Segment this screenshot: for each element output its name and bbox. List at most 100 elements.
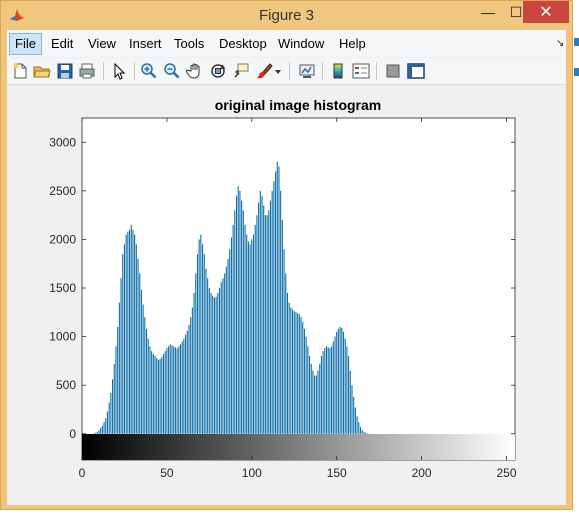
histogram-bar: [349, 370, 351, 434]
plot-axes[interactable]: [81, 117, 516, 461]
menu-help[interactable]: Help: [339, 36, 366, 51]
title-bar[interactable]: Figure 3 — ☐ ✕: [1, 1, 572, 30]
histogram-bar: [325, 346, 328, 434]
histogram-bar: [239, 190, 241, 434]
menu-tools[interactable]: Tools: [174, 36, 205, 51]
histogram-bar: [125, 234, 127, 434]
histogram-bar: [234, 210, 236, 434]
histogram-bar: [120, 278, 122, 434]
histogram-bar: [181, 341, 183, 434]
histogram-bar: [115, 346, 117, 434]
histogram-bar: [95, 432, 97, 434]
histogram-bar: [285, 273, 287, 434]
histogram-bar: [210, 292, 212, 434]
histogram-bar: [202, 244, 204, 434]
histogram-bar: [354, 407, 356, 434]
histogram-bar: [132, 229, 134, 434]
histogram-bar: [207, 278, 209, 434]
open-file-icon[interactable]: [32, 61, 52, 81]
histogram-bars: [93, 161, 368, 434]
histogram-plot[interactable]: original image histogram 050010001500200…: [7, 86, 566, 505]
insert-legend-icon[interactable]: [351, 61, 371, 81]
histogram-bar: [329, 348, 331, 434]
histogram-bar: [359, 426, 362, 434]
menu-file[interactable]: File: [9, 33, 42, 55]
histogram-bar: [123, 244, 125, 434]
histogram-bar: [164, 351, 166, 434]
histogram-bar: [171, 345, 173, 434]
histogram-bar: [229, 249, 231, 434]
x-tick-label: 0: [79, 466, 86, 480]
histogram-bar: [249, 244, 251, 434]
histogram-bar: [213, 297, 215, 434]
hide-plot-tools-icon[interactable]: [383, 61, 403, 81]
histogram-bar: [183, 338, 185, 434]
histogram-bar: [348, 356, 350, 434]
toolbar-separator: [376, 62, 377, 80]
histogram-bar: [275, 171, 277, 434]
histogram-bar: [331, 346, 333, 434]
zoom-in-icon[interactable]: [139, 61, 159, 81]
histogram-bar: [258, 202, 260, 434]
pan-hand-icon[interactable]: [185, 61, 205, 81]
y-tick-label: 1000: [49, 330, 76, 344]
histogram-bar: [205, 268, 207, 434]
menu-edit[interactable]: Edit: [51, 36, 74, 51]
histogram-bar: [100, 427, 102, 434]
histogram-bar: [198, 239, 200, 434]
histogram-bar: [195, 273, 197, 434]
histogram-bar: [266, 215, 268, 434]
maximize-button[interactable]: ☐: [509, 3, 523, 20]
histogram-bar: [351, 385, 353, 434]
minimize-button[interactable]: —: [481, 4, 495, 20]
close-button[interactable]: ✕: [523, 1, 569, 23]
toolbar-separator: [322, 62, 323, 80]
histogram-bar: [173, 346, 175, 434]
menu-insert[interactable]: Insert: [129, 36, 162, 51]
save-figure-icon[interactable]: [55, 61, 75, 81]
histogram-bar: [117, 326, 119, 434]
histogram-bar: [361, 429, 363, 434]
x-axis: 0 50 100 150 200 250: [79, 118, 517, 480]
histogram-bar: [365, 432, 367, 434]
zoom-out-icon[interactable]: [162, 61, 182, 81]
menu-window[interactable]: Window: [278, 36, 325, 51]
grayscale-colorbar: [82, 434, 515, 460]
insert-colorbar-icon[interactable]: [328, 61, 348, 81]
brush-dropdown-icon[interactable]: [273, 61, 283, 81]
histogram-bar: [105, 418, 107, 434]
histogram-bar: [286, 292, 289, 434]
histogram-bar: [227, 258, 229, 434]
edit-plot-arrow-icon[interactable]: [109, 61, 129, 81]
histogram-bar: [251, 239, 253, 434]
histogram-bar: [288, 302, 290, 434]
histogram-bar: [162, 354, 165, 434]
data-cursor-icon[interactable]: [231, 61, 251, 81]
histogram-bar: [108, 402, 110, 434]
y-tick-label: 1500: [49, 281, 76, 295]
histogram-bar: [176, 348, 178, 434]
histogram-bar: [303, 328, 305, 434]
menu-dock-arrow-icon[interactable]: ↘: [556, 38, 565, 49]
show-plot-tools-icon[interactable]: [406, 61, 426, 81]
histogram-bar: [346, 346, 348, 434]
figure-canvas[interactable]: original image histogram 0 500 1000 1500 200…: [7, 86, 566, 505]
histogram-bar: [353, 396, 355, 434]
rotate-3d-icon[interactable]: [208, 61, 228, 81]
histogram-bar: [317, 370, 319, 434]
histogram-bar: [336, 331, 338, 434]
histogram-bar: [222, 278, 224, 434]
histogram-bar: [263, 205, 265, 434]
menu-desktop[interactable]: Desktop: [219, 36, 267, 51]
menu-view[interactable]: View: [88, 36, 116, 51]
print-figure-icon[interactable]: [77, 61, 97, 81]
histogram-bar: [145, 328, 148, 434]
histogram-bar: [190, 317, 192, 434]
y-axis: 0 500 1000 1500 2000 2500 3000: [49, 135, 515, 441]
histogram-bar: [300, 317, 302, 434]
link-plot-icon[interactable]: [297, 61, 317, 81]
brush-icon[interactable]: [254, 61, 274, 81]
histogram-bar: [118, 302, 120, 434]
new-figure-icon[interactable]: [10, 61, 30, 81]
toolbar-separator: [289, 62, 290, 80]
